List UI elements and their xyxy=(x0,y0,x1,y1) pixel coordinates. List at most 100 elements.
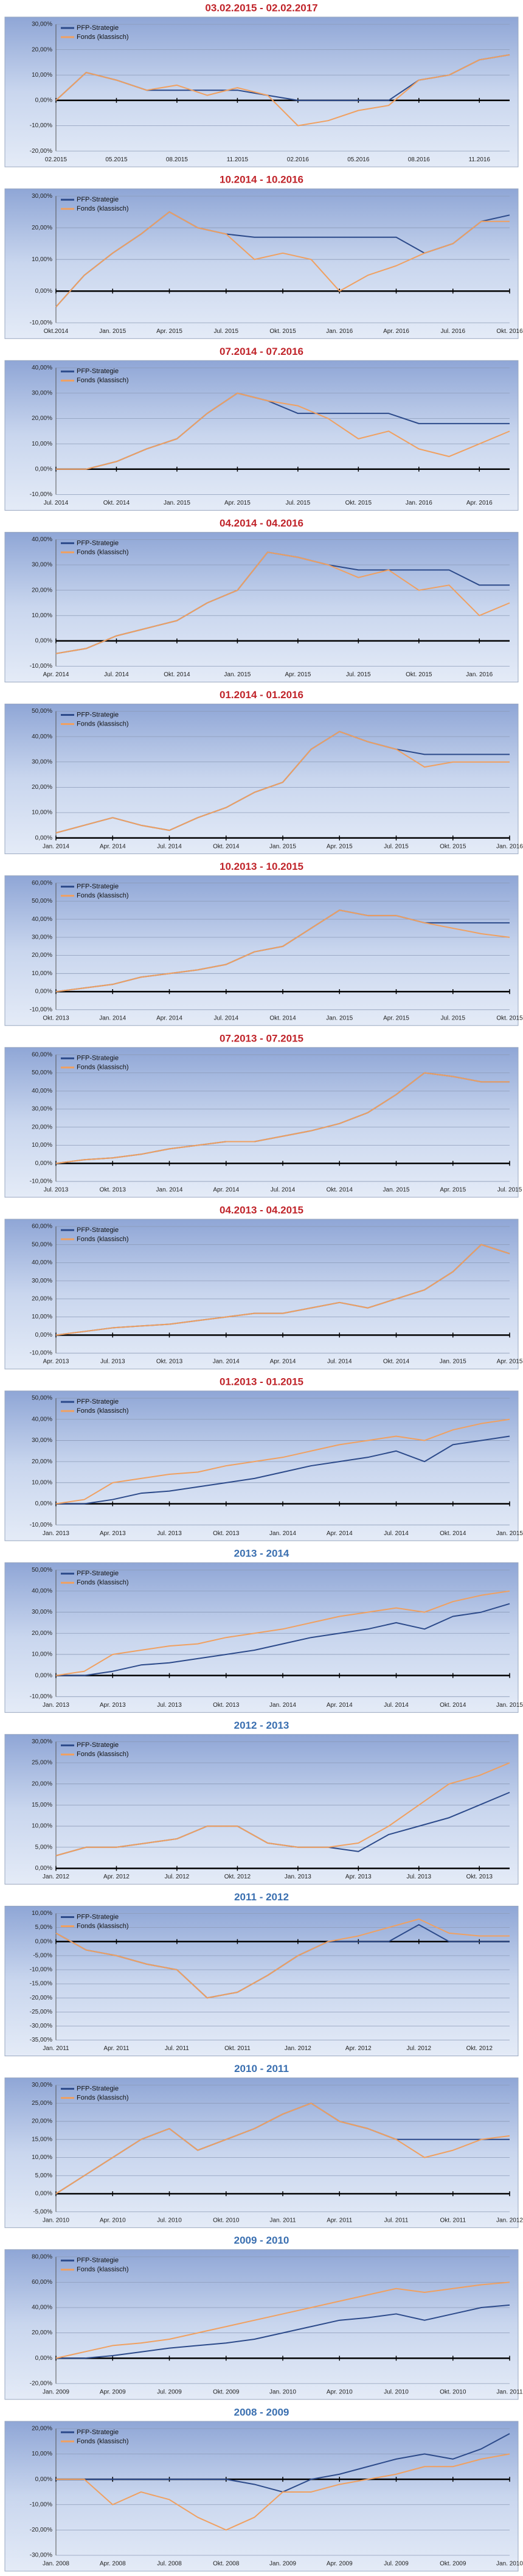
chart-title: 04.2014 - 04.2016 xyxy=(220,517,303,529)
y-tick-label: 0,00% xyxy=(35,835,52,841)
y-tick-label: 60,00% xyxy=(32,1051,52,1058)
x-tick-label: Apr. 2012 xyxy=(103,1874,130,1880)
series-line xyxy=(56,1435,510,1505)
x-tick-label: Jul. 2013 xyxy=(44,1187,69,1194)
y-tick-label: 5,00% xyxy=(35,2172,52,2179)
plot-panel xyxy=(4,360,519,511)
x-tick-label: Jan. 2015 xyxy=(496,1530,523,1537)
chart-block: 07.2014 - 07.2016 40,00% 30,00% 20,00% 10,00… xyxy=(4,346,519,511)
plot-panel xyxy=(4,16,519,167)
y-tick-label: 20,00% xyxy=(32,2426,52,2432)
x-tick-label: Jul. 2012 xyxy=(407,2045,432,2052)
x-tick-label: Jul. 2013 xyxy=(157,1530,182,1537)
y-tick-label: 30,00% xyxy=(32,934,52,941)
y-tick-label: -10,00% xyxy=(30,1522,52,1528)
x-tick-label: 11.2015 xyxy=(227,156,249,163)
chart-block: 2008 - 2009 20,00% 10,00% 0,00% -10,00% -20,0… xyxy=(4,2406,523,2572)
chart-title: 2011 - 2012 xyxy=(234,1891,289,1903)
x-tick-label: Jan. 2008 xyxy=(43,2561,69,2567)
chart-title: 07.2014 - 07.2016 xyxy=(220,346,303,357)
chart-title: 07.2013 - 07.2015 xyxy=(220,1032,303,1044)
y-tick-label: 10,00% xyxy=(32,1479,52,1486)
x-tick-label: Jul. 2015 xyxy=(497,1187,522,1194)
legend-label: Fonds (klassisch) xyxy=(77,548,129,556)
x-tick-label: Apr. 2012 xyxy=(345,2045,372,2052)
x-tick-label: Jul. 2014 xyxy=(327,1359,352,1365)
y-tick-label: -10,00% xyxy=(30,1967,52,1973)
x-tick-label: Jan. 2014 xyxy=(213,1359,240,1365)
x-tick-label: Jan. 2015 xyxy=(440,1359,466,1365)
series-line xyxy=(55,211,510,307)
y-tick-label: -20,00% xyxy=(30,2527,52,2533)
x-tick-label: Jul. 2015 xyxy=(346,671,371,678)
y-tick-label: -20,00% xyxy=(30,148,52,155)
y-tick-label: 50,00% xyxy=(32,1069,52,1076)
x-tick-label: Okt. 2016 xyxy=(496,328,523,335)
series-line xyxy=(55,909,510,993)
x-tick-label: Jul. 2009 xyxy=(384,2561,409,2567)
y-tick-label: 25,00% xyxy=(32,2100,52,2107)
y-tick-label: 30,00% xyxy=(32,390,52,397)
y-tick-label: 30,00% xyxy=(32,562,52,569)
series-line xyxy=(55,2281,510,2359)
series-line xyxy=(56,392,510,470)
x-tick-label: Okt. 2012 xyxy=(466,2045,493,2052)
y-tick-label: 10,00% xyxy=(32,1910,52,1917)
legend-label: PFP-Strategie xyxy=(77,1570,119,1577)
x-tick-label: Jul. 2014 xyxy=(213,1015,238,1021)
x-tick-label: Apr. 2014 xyxy=(327,1530,353,1537)
y-tick-label: 0,00% xyxy=(35,1865,52,1872)
y-tick-label: 10,00% xyxy=(32,256,52,263)
y-tick-label: -15,00% xyxy=(30,1981,52,1987)
chart-block: 07.2013 - 07.2015 60,00% 50,00% 40,00% 30,00… xyxy=(4,1032,522,1198)
x-tick-label: Jan. 2010 xyxy=(43,2217,69,2224)
y-tick-label: 60,00% xyxy=(32,2279,52,2286)
chart-block: 03.02.2015 - 02.02.2017 30,00% 20,00% 10,00… xyxy=(4,2,519,167)
y-tick-label: 15,00% xyxy=(32,1802,52,1808)
y-tick-label: -10,00% xyxy=(30,663,52,670)
plot-panel xyxy=(4,1219,519,1370)
x-tick-label: Apr. 2014 xyxy=(327,1702,353,1709)
x-tick-label: Okt. 2014 xyxy=(269,1015,296,1021)
y-tick-label: 10,00% xyxy=(32,1651,52,1658)
y-tick-label: 10,00% xyxy=(32,2451,52,2457)
x-tick-label: Jul. 2014 xyxy=(384,1530,409,1537)
x-tick-label: Okt. 2015 xyxy=(345,500,372,506)
x-tick-label: Jan. 2012 xyxy=(496,2217,523,2224)
x-tick-label: Okt. 2013 xyxy=(213,1702,240,1709)
x-tick-label: Okt. 2014 xyxy=(440,1530,466,1537)
y-tick-label: 25,00% xyxy=(32,1760,52,1766)
y-tick-label: 30,00% xyxy=(32,1437,52,1444)
legend-label: Fonds (klassisch) xyxy=(77,1064,129,1071)
y-tick-label: 50,00% xyxy=(32,708,52,715)
x-tick-label: Jan. 2015 xyxy=(269,843,296,850)
y-tick-label: 30,00% xyxy=(32,193,52,200)
y-tick-label: 20,00% xyxy=(32,46,52,53)
legend-label: Fonds (klassisch) xyxy=(77,1922,129,1930)
x-tick-label: Apr. 2014 xyxy=(43,671,69,678)
y-tick-label: 20,00% xyxy=(32,952,52,959)
legend-label: PFP-Strategie xyxy=(77,196,119,203)
chart-title: 01.2013 - 01.2015 xyxy=(220,1376,303,1388)
x-tick-label: Okt. 2014 xyxy=(440,1702,466,1709)
x-tick-label: Okt.2014 xyxy=(44,328,69,335)
x-tick-label: Jan. 2015 xyxy=(326,1015,353,1021)
x-tick-label: Jul. 2014 xyxy=(44,500,69,506)
legend-label: Fonds (klassisch) xyxy=(77,1579,129,1586)
x-tick-label: Jan. 2015 xyxy=(496,1702,523,1709)
y-tick-label: 20,00% xyxy=(32,1124,52,1130)
y-tick-label: 40,00% xyxy=(32,2305,52,2311)
legend-label: PFP-Strategie xyxy=(77,1398,119,1405)
y-tick-label: 20,00% xyxy=(32,2329,52,2336)
y-tick-label: 0,00% xyxy=(35,1160,52,1167)
y-tick-label: 10,00% xyxy=(32,810,52,816)
y-tick-label: 30,00% xyxy=(32,758,52,765)
y-tick-label: 30,00% xyxy=(32,1278,52,1284)
series-line xyxy=(56,2304,510,2359)
x-tick-label: Okt. 2015 xyxy=(496,1015,523,1021)
series-line xyxy=(55,1072,510,1164)
x-tick-label: Jan. 2015 xyxy=(224,671,251,678)
series-line xyxy=(55,1918,510,1999)
x-tick-label: Jan. 2014 xyxy=(99,1015,126,1021)
y-tick-label: 20,00% xyxy=(32,415,52,422)
